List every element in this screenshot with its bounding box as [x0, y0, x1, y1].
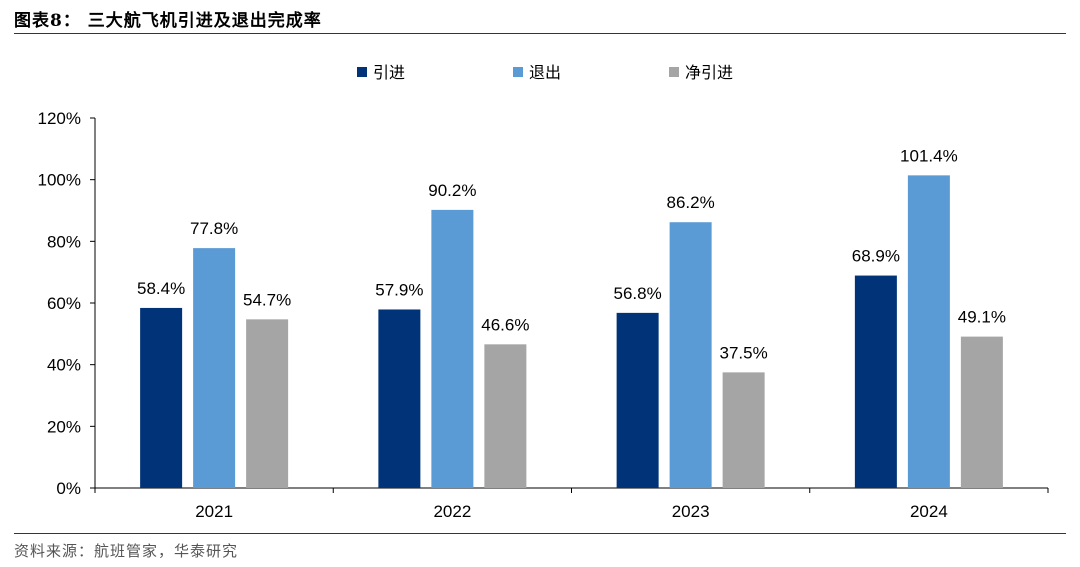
- data-label: 57.9%: [375, 280, 423, 299]
- bar-净引进: [484, 344, 527, 488]
- bar-净引进: [960, 336, 1003, 488]
- legend-label: 净引进: [685, 64, 733, 82]
- data-label: 68.9%: [852, 247, 900, 266]
- y-tick-label: 0%: [56, 479, 81, 498]
- x-tick-label: 2024: [910, 502, 948, 521]
- y-tick-label: 60%: [47, 294, 81, 313]
- bar-净引进: [246, 319, 289, 488]
- title-rule: [14, 33, 1066, 34]
- bar-退出: [669, 222, 712, 488]
- bar-引进: [854, 275, 897, 488]
- y-tick-label: 100%: [38, 171, 81, 190]
- data-label: 46.6%: [481, 315, 529, 334]
- bar-退出: [193, 248, 236, 488]
- data-label: 77.8%: [190, 219, 238, 238]
- source-rule: [14, 533, 1066, 534]
- data-label: 101.4%: [900, 146, 958, 165]
- figure-title: 图表8： 三大航飞机引进及退出完成率: [14, 11, 322, 31]
- y-tick-label: 80%: [47, 232, 81, 251]
- data-label: 54.7%: [243, 290, 291, 309]
- bar-退出: [907, 175, 950, 488]
- data-label: 86.2%: [667, 193, 715, 212]
- data-label: 49.1%: [958, 308, 1006, 327]
- source-note: 资料来源：航班管家，华泰研究: [14, 542, 239, 560]
- legend-swatch: [669, 67, 679, 77]
- data-label: 56.8%: [614, 284, 662, 303]
- data-label: 37.5%: [720, 343, 768, 362]
- x-tick-label: 2021: [195, 502, 233, 521]
- legend-swatch: [513, 67, 523, 77]
- bar-引进: [616, 312, 659, 488]
- y-tick-label: 20%: [47, 417, 81, 436]
- bar-chart: 0% 20% 40% 60% 80% 100% 120% 58.4% 77.8% 54.7% 202…: [38, 64, 1049, 521]
- legend-label: 引进: [373, 64, 405, 82]
- data-label: 58.4%: [137, 279, 185, 298]
- legend-swatch: [357, 67, 367, 77]
- bar-引进: [378, 309, 421, 488]
- data-label: 90.2%: [428, 181, 476, 200]
- x-tick-label: 2022: [433, 502, 471, 521]
- bar-退出: [431, 209, 474, 488]
- y-tick-label: 40%: [47, 356, 81, 375]
- bar-引进: [140, 307, 183, 488]
- bar-净引进: [722, 372, 765, 488]
- legend-label: 退出: [529, 64, 561, 82]
- y-tick-label: 120%: [38, 109, 81, 128]
- x-tick-label: 2023: [672, 502, 710, 521]
